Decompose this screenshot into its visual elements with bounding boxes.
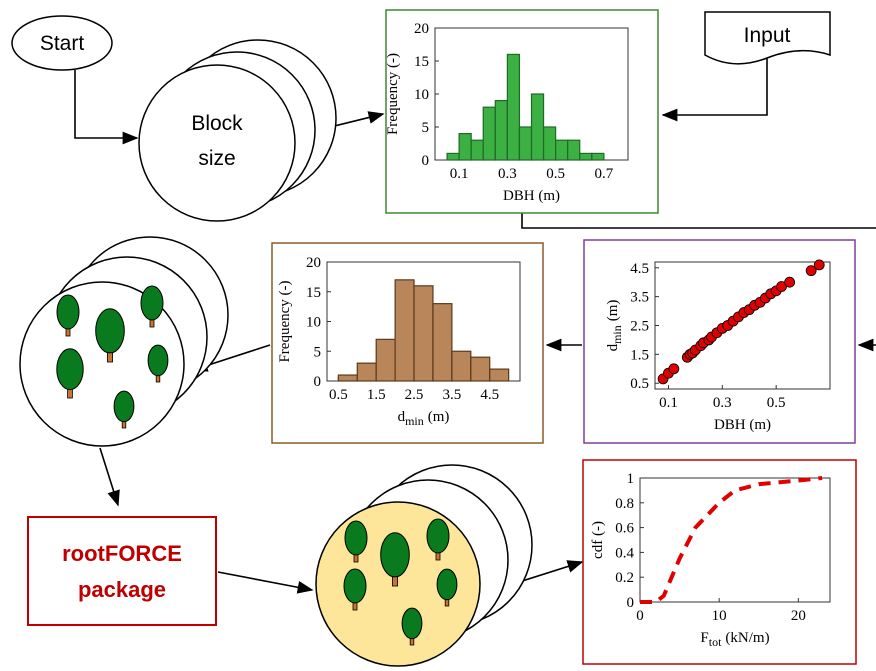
force-disks <box>316 465 532 666</box>
bar <box>592 153 604 160</box>
bar <box>544 127 556 160</box>
y-tick-label: 0.2 <box>615 570 634 586</box>
x-tick-label: 0.3 <box>498 166 517 182</box>
diagram: Start Input Block size rootFORCE package… <box>0 0 876 671</box>
crown <box>402 608 422 639</box>
bar <box>580 153 592 160</box>
x-tick-label: 0.1 <box>659 395 678 411</box>
label-sub: tot <box>709 635 722 649</box>
block-label: size <box>198 147 235 170</box>
y-tick-label: 0 <box>627 595 635 611</box>
bar <box>452 351 471 381</box>
x-tick-label: 1.5 <box>367 387 386 403</box>
y-tick-label: 0 <box>314 374 322 390</box>
crown <box>345 521 367 555</box>
bar <box>376 339 395 381</box>
y-tick-label: 0.6 <box>615 521 634 537</box>
y-tick-label: 0.5 <box>630 376 649 392</box>
y-tick-label: 0 <box>422 153 430 169</box>
bar <box>519 127 531 160</box>
crown <box>141 286 163 320</box>
y-tick-label: 15 <box>414 54 429 70</box>
y-tick-label: 20 <box>306 255 321 271</box>
bar <box>490 369 509 381</box>
bar <box>447 153 459 160</box>
block-label: Block <box>191 112 243 135</box>
plot-area <box>655 262 830 389</box>
start-label: Start <box>40 32 85 55</box>
axis-label: Frequency (-) <box>277 280 293 362</box>
x-tick-label: 0.3 <box>713 395 732 411</box>
y-tick-label: 2.5 <box>630 319 649 335</box>
label-unit: (kN/m) <box>725 630 769 646</box>
label-unit: (m) <box>428 409 450 425</box>
x-tick-label: 20 <box>791 608 806 624</box>
bar <box>395 280 414 381</box>
crown <box>427 519 449 553</box>
bar <box>357 363 376 381</box>
bar <box>433 304 452 381</box>
crown <box>114 391 134 422</box>
y-tick-label: 5 <box>422 120 430 136</box>
x-tick-label: 0.5 <box>329 387 348 403</box>
point <box>785 277 795 287</box>
package-label: package <box>78 577 166 602</box>
x-tick-label: 0.1 <box>450 166 469 182</box>
label-sub: min <box>405 414 424 428</box>
y-tick-label: 0.8 <box>615 496 634 512</box>
bar <box>556 140 568 160</box>
axis-label: Frequency (-) <box>385 53 401 135</box>
axis-label: DBH (m) <box>503 188 560 204</box>
y-tick-label: 10 <box>306 315 321 331</box>
x-tick-label: 10 <box>712 608 727 624</box>
crown <box>344 569 366 603</box>
x-tick-label: 0.5 <box>767 395 786 411</box>
x-tick-label: 0 <box>636 608 644 624</box>
bar <box>471 357 490 381</box>
x-tick-label: 2.5 <box>405 387 424 403</box>
y-tick-label: 5 <box>314 344 322 360</box>
plot-area <box>640 478 830 602</box>
bar <box>483 107 495 160</box>
y-tick-label: 3.5 <box>630 290 649 306</box>
bar <box>471 140 483 160</box>
crown <box>57 295 79 329</box>
axis-label: DBH (m) <box>714 417 771 433</box>
crown <box>148 345 168 376</box>
x-tick-label: 3.5 <box>443 387 462 403</box>
y-tick-label: 20 <box>414 21 429 37</box>
y-tick-label: 1.5 <box>630 347 649 363</box>
label-sub: min <box>610 325 624 344</box>
x-tick-label: 0.5 <box>546 166 565 182</box>
label-main: F <box>700 630 708 646</box>
axis-label: cdf (-) <box>590 521 606 559</box>
bar <box>495 101 507 160</box>
bar <box>568 140 580 160</box>
bar <box>414 286 433 381</box>
x-tick-label: 4.5 <box>480 387 499 403</box>
crown <box>57 349 83 390</box>
bar <box>338 375 357 381</box>
crown <box>437 569 457 600</box>
crown <box>381 533 410 577</box>
y-tick-label: 0.4 <box>615 545 634 561</box>
y-tick-label: 10 <box>414 87 429 103</box>
bar <box>507 54 519 160</box>
package-label: rootFORCE <box>62 541 182 566</box>
point <box>669 364 679 374</box>
package-node <box>28 517 216 625</box>
input-label: Input <box>744 24 791 47</box>
point <box>814 260 824 270</box>
label-unit: (m) <box>605 300 621 322</box>
bar <box>459 134 471 160</box>
bar <box>532 94 544 160</box>
y-tick-label: 1 <box>627 471 635 487</box>
y-tick-label: 15 <box>306 285 321 301</box>
y-tick-label: 4.5 <box>630 261 649 277</box>
crown <box>96 309 125 353</box>
x-tick-label: 0.7 <box>595 166 614 182</box>
